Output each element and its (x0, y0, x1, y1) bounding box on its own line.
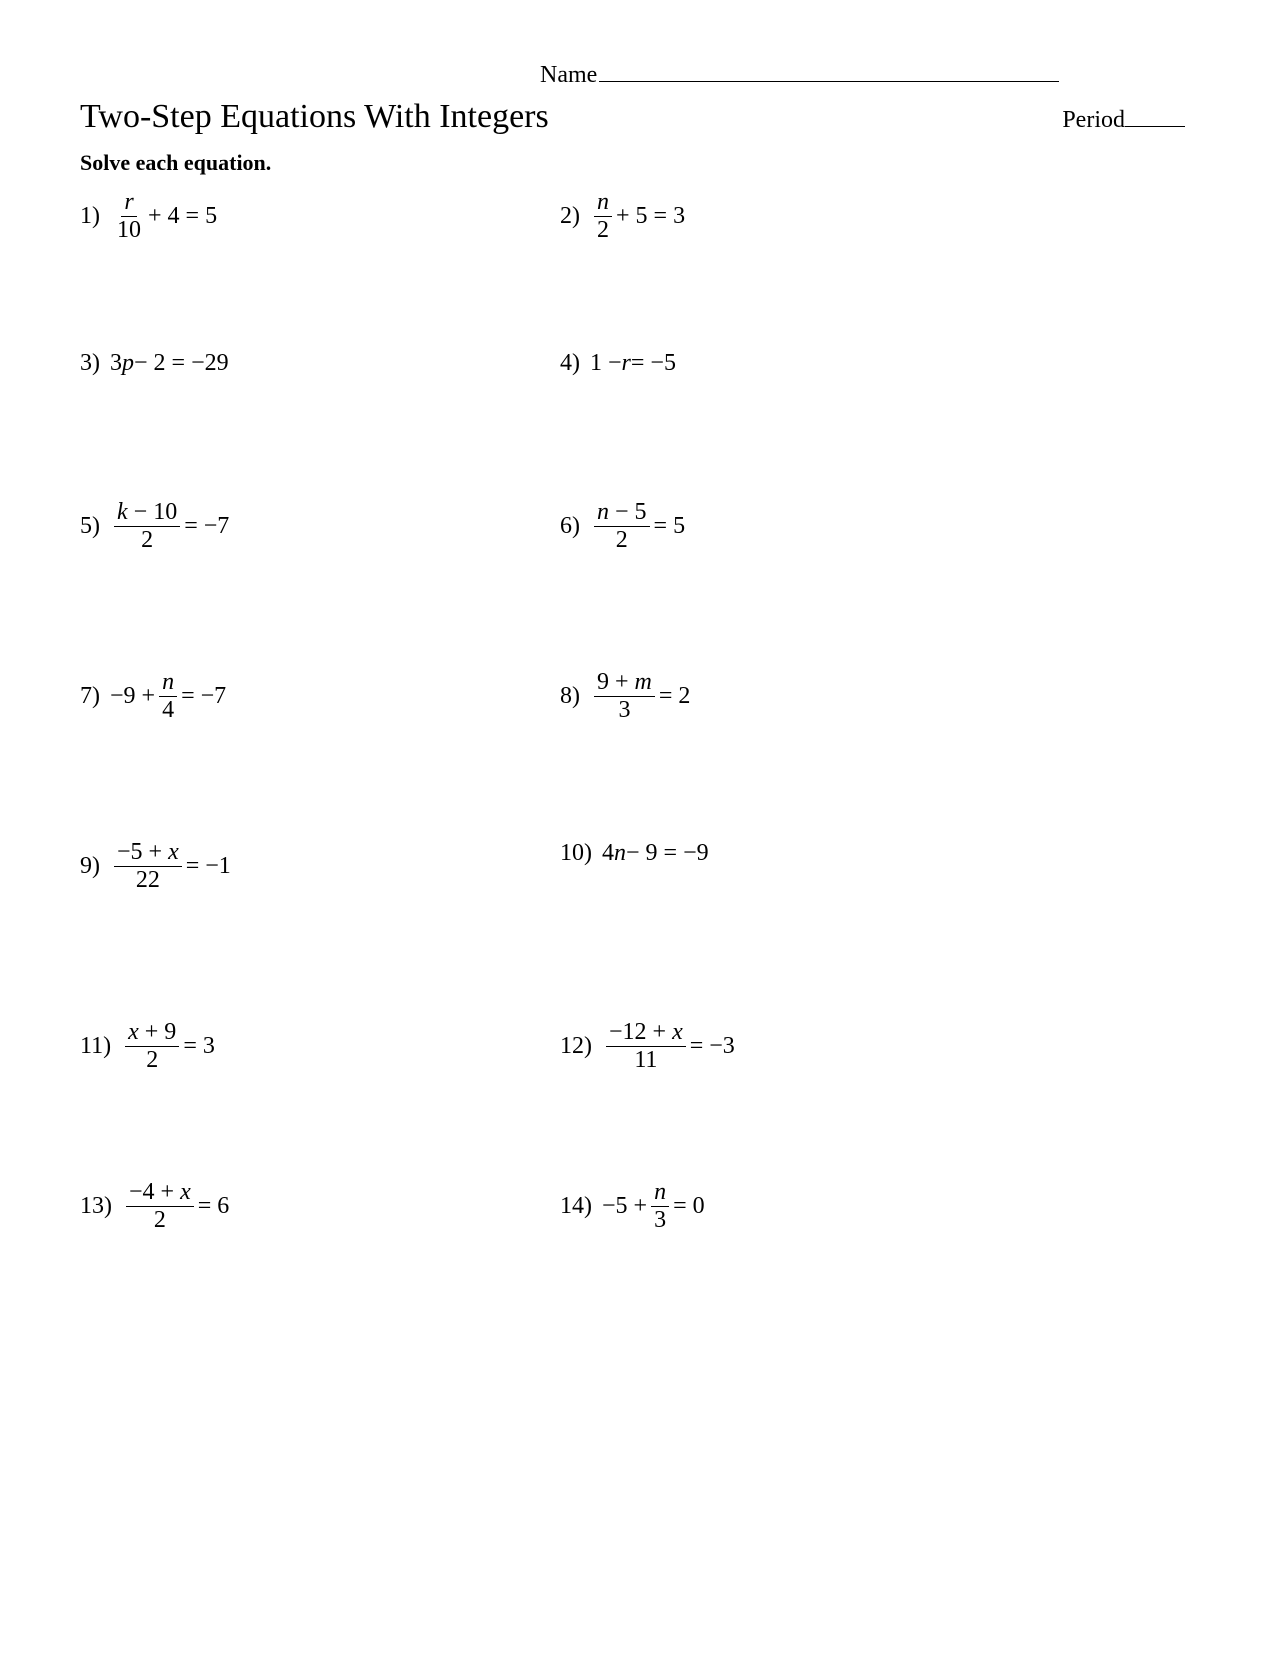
equation: n − 52 = 5 (590, 500, 685, 553)
problem-number: 13) (80, 1193, 112, 1220)
problem: 8) 9 + m3 = 2 (560, 670, 1185, 723)
fraction: n4 (159, 670, 177, 723)
problem: 6) n − 52 = 5 (560, 500, 1185, 553)
problem-number: 7) (80, 683, 100, 710)
equation: 3p − 2 = −29 (110, 350, 229, 377)
problem: 2) n2 + 5 = 3 (560, 190, 1185, 243)
problem-number: 8) (560, 683, 580, 710)
problem-row: 5) k − 102 = −7 6) n − 52 = 5 (80, 500, 1185, 553)
equation: −4 + x2 = 6 (122, 1180, 229, 1233)
fraction: x + 92 (125, 1020, 179, 1073)
name-label: Name (540, 62, 597, 88)
equation: 1 − r = −5 (590, 350, 676, 377)
period-label: Period (1062, 107, 1125, 133)
fraction: 9 + m3 (594, 670, 655, 723)
problem: 3) 3p − 2 = −29 (80, 350, 560, 377)
fraction: r10 (114, 190, 144, 243)
problem-number: 3) (80, 350, 100, 377)
equation: r10 + 4 = 5 (110, 190, 217, 243)
equation: k − 102 = −7 (110, 500, 229, 553)
problem: 9) −5 + x22 = −1 (80, 840, 560, 893)
fraction: −4 + x2 (126, 1180, 194, 1233)
problem: 7) −9 + n4 = −7 (80, 670, 560, 723)
period-field: Period (1062, 107, 1185, 134)
equation: 9 + m3 = 2 (590, 670, 690, 723)
problem-number: 10) (560, 840, 592, 867)
equation: x + 92 = 3 (121, 1020, 215, 1073)
problem-row: 7) −9 + n4 = −7 8) 9 + m3 = 2 (80, 670, 1185, 723)
fraction: −12 + x11 (606, 1020, 686, 1073)
problem-row: 3) 3p − 2 = −29 4) 1 − r = −5 (80, 350, 1185, 377)
problem-row: 9) −5 + x22 = −1 10) 4n − 9 = −9 (80, 840, 1185, 893)
problem-row: 1) r10 + 4 = 5 2) n2 + 5 = 3 (80, 190, 1185, 243)
fraction: n2 (594, 190, 612, 243)
problem: 4) 1 − r = −5 (560, 350, 1185, 377)
instruction-text: Solve each equation. (80, 150, 271, 176)
problem-row: 13) −4 + x2 = 6 14) −5 + n3 = 0 (80, 1180, 1185, 1233)
equation: −12 + x11 = −3 (602, 1020, 735, 1073)
problem-number: 14) (560, 1193, 592, 1220)
problem: 14) −5 + n3 = 0 (560, 1180, 1185, 1233)
equation: n2 + 5 = 3 (590, 190, 685, 243)
title-row: Two-Step Equations With Integers Period (80, 98, 1185, 136)
name-field: Name (540, 62, 1059, 89)
problem: 10) 4n − 9 = −9 (560, 840, 1185, 867)
problem-number: 2) (560, 203, 580, 230)
problem: 1) r10 + 4 = 5 (80, 190, 560, 243)
problem-number: 11) (80, 1033, 111, 1060)
equation: −9 + n4 = −7 (110, 670, 226, 723)
equation: 4n − 9 = −9 (602, 840, 709, 867)
fraction: n − 52 (594, 500, 650, 553)
problem-number: 1) (80, 203, 100, 230)
problem: 12) −12 + x11 = −3 (560, 1020, 1185, 1073)
problem-number: 6) (560, 513, 580, 540)
period-blank[interactable] (1125, 126, 1185, 127)
fraction: −5 + x22 (114, 840, 182, 893)
problem: 5) k − 102 = −7 (80, 500, 560, 553)
problem-row: 11) x + 92 = 3 12) −12 + x11 = −3 (80, 1020, 1185, 1073)
problem-number: 5) (80, 513, 100, 540)
problem: 11) x + 92 = 3 (80, 1020, 560, 1073)
problem-number: 9) (80, 853, 100, 880)
fraction: k − 102 (114, 500, 180, 553)
problem-number: 4) (560, 350, 580, 377)
worksheet-page: Name Two-Step Equations With Integers Pe… (0, 0, 1275, 1664)
equation: −5 + x22 = −1 (110, 840, 231, 893)
equation: −5 + n3 = 0 (602, 1180, 705, 1233)
worksheet-title: Two-Step Equations With Integers (80, 98, 549, 136)
name-blank[interactable] (599, 81, 1059, 82)
fraction: n3 (651, 1180, 669, 1233)
problem: 13) −4 + x2 = 6 (80, 1180, 560, 1233)
problem-number: 12) (560, 1033, 592, 1060)
